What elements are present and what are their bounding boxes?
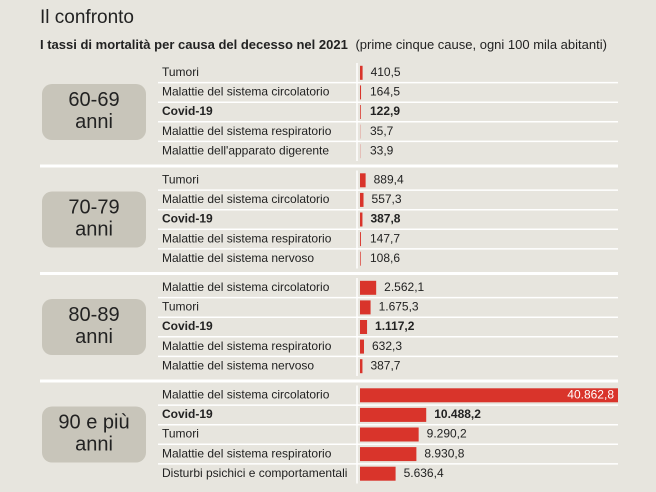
category-label: Malattie del sistema respiratorio <box>162 231 332 245</box>
category-label: Malattie del sistema nervoso <box>162 251 314 265</box>
group-label: 60-69 anni <box>68 89 119 133</box>
group-label: 80-89 anni <box>68 304 119 348</box>
value-label: 632,3 <box>372 339 402 353</box>
category-label: Malattie del sistema circolatorio <box>162 387 330 401</box>
value-label: 410,5 <box>371 65 401 79</box>
value-label: 889,4 <box>374 172 404 186</box>
category-label: Malattie del sistema respiratorio <box>162 124 332 138</box>
bar <box>360 173 366 188</box>
value-label: 5.636,4 <box>404 466 444 480</box>
bar <box>360 407 427 422</box>
group-badge <box>42 191 146 248</box>
category-label: Malattie del sistema respiratorio <box>162 446 332 460</box>
value-label: 147,7 <box>370 231 400 245</box>
subtitle: I tassi di mortalità per causa del deces… <box>40 37 607 52</box>
value-label: 2.562,1 <box>384 280 424 294</box>
category-label: Malattie del sistema circolatorio <box>162 280 330 294</box>
group-label: 70-79 anni <box>68 197 119 241</box>
group-background <box>158 170 618 269</box>
value-label: 33,9 <box>370 143 394 157</box>
category-label: Covid-19 <box>162 212 213 226</box>
value-label: 8.930,8 <box>424 446 464 460</box>
value-label: 164,5 <box>370 85 400 99</box>
bar <box>360 339 364 354</box>
category-label: Malattie del sistema nervoso <box>162 358 314 372</box>
value-label: 1.675,3 <box>379 300 419 314</box>
value-label: 557,3 <box>372 192 402 206</box>
group-label: 90 e più anni <box>58 412 129 456</box>
value-label: 40.862,8 <box>567 387 614 401</box>
category-label: Malattie del sistema circolatorio <box>162 192 330 206</box>
bar <box>360 85 362 100</box>
bar <box>360 280 377 295</box>
bar <box>360 320 368 334</box>
category-label: Tumori <box>162 427 199 441</box>
group-background <box>158 63 618 161</box>
bar <box>360 192 364 207</box>
category-label: Malattie del sistema respiratorio <box>162 339 332 353</box>
category-label: Tumori <box>162 300 199 314</box>
bar <box>360 232 361 247</box>
bar <box>360 300 371 315</box>
bar <box>360 65 363 80</box>
bar <box>360 251 361 266</box>
subtitle-note: (prime cinque cause, ogni 100 mila abita… <box>355 37 606 52</box>
group-background <box>158 278 618 376</box>
bar <box>360 212 363 227</box>
bar <box>360 447 417 462</box>
category-label: Covid-19 <box>162 104 213 118</box>
category-label: Malattie dell'apparato digerente <box>162 143 329 157</box>
bar <box>360 427 419 442</box>
group-badge <box>42 406 146 463</box>
value-label: 9.290,2 <box>427 427 467 441</box>
value-label: 108,6 <box>370 251 400 265</box>
category-label: Covid-19 <box>162 319 213 333</box>
bar <box>360 105 361 119</box>
value-label: 10.488,2 <box>434 407 481 421</box>
value-label: 1.117,2 <box>375 319 415 333</box>
bar <box>360 359 363 374</box>
value-label: 35,7 <box>370 124 394 138</box>
category-label: Tumori <box>162 172 199 186</box>
chart-title: Il confronto <box>40 7 134 28</box>
subtitle-bold: I tassi di mortalità per causa del deces… <box>40 37 348 52</box>
category-label: Covid-19 <box>162 407 213 421</box>
value-label: 387,8 <box>370 212 400 226</box>
bar <box>360 466 396 481</box>
category-label: Malattie del sistema circolatorio <box>162 85 330 99</box>
group-badge <box>42 84 146 140</box>
value-label: 387,7 <box>370 358 400 372</box>
category-label: Tumori <box>162 65 199 79</box>
bar <box>360 388 618 403</box>
value-label: 122,9 <box>370 104 400 118</box>
group-badge <box>42 299 146 355</box>
category-label: Disturbi psichici e comportamentali <box>162 466 347 480</box>
